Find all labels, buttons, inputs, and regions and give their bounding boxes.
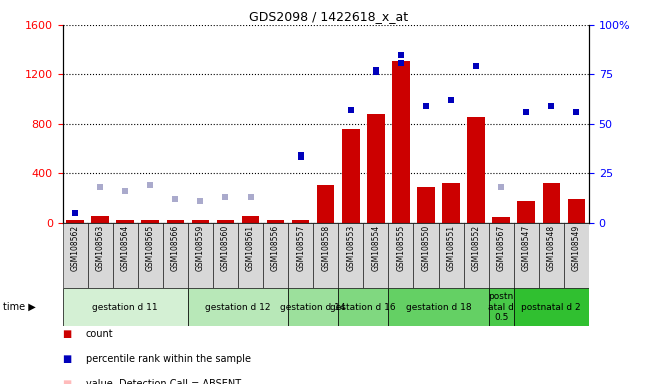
Bar	[313, 223, 338, 288]
Bar	[216, 220, 234, 223]
Bar	[492, 217, 510, 223]
Text: value, Detection Call = ABSENT: value, Detection Call = ABSENT	[86, 379, 241, 384]
Bar	[188, 223, 213, 288]
Text: GSM108558: GSM108558	[321, 225, 330, 271]
Text: ■: ■	[63, 379, 72, 384]
Bar	[166, 220, 184, 223]
Bar	[317, 185, 334, 223]
Bar	[367, 114, 385, 223]
Bar	[66, 220, 84, 223]
Bar	[413, 223, 438, 288]
Bar	[517, 201, 535, 223]
Bar	[116, 220, 134, 223]
Text: postn
atal d
0.5: postn atal d 0.5	[488, 292, 514, 322]
Bar	[467, 117, 485, 223]
Text: GSM108567: GSM108567	[497, 225, 506, 271]
Text: GSM108565: GSM108565	[145, 225, 155, 271]
Text: GSM108562: GSM108562	[70, 225, 80, 271]
Text: gestation d 11: gestation d 11	[92, 303, 158, 312]
Bar	[338, 288, 388, 326]
Text: ■: ■	[63, 354, 72, 364]
Bar	[417, 187, 435, 223]
Text: GSM108551: GSM108551	[447, 225, 455, 271]
Text: gestation d 18: gestation d 18	[406, 303, 471, 312]
Text: gestation d 14: gestation d 14	[280, 303, 346, 312]
Text: GSM108557: GSM108557	[296, 225, 305, 271]
Bar	[266, 220, 284, 223]
Text: GSM108563: GSM108563	[95, 225, 105, 271]
Text: GSM108548: GSM108548	[547, 225, 556, 271]
Text: GDS2098 / 1422618_x_at: GDS2098 / 1422618_x_at	[249, 10, 409, 23]
Text: GSM108556: GSM108556	[271, 225, 280, 271]
Bar	[363, 223, 388, 288]
Text: percentile rank within the sample: percentile rank within the sample	[86, 354, 251, 364]
Bar	[392, 61, 410, 223]
Bar	[63, 223, 88, 288]
Bar	[338, 223, 363, 288]
Bar	[342, 129, 359, 223]
Text: GSM108549: GSM108549	[572, 225, 581, 271]
Text: GSM108554: GSM108554	[371, 225, 380, 271]
Bar	[138, 223, 163, 288]
Text: GSM108560: GSM108560	[221, 225, 230, 271]
Text: GSM108547: GSM108547	[522, 225, 531, 271]
Bar	[514, 223, 539, 288]
Bar	[288, 288, 338, 326]
Bar	[543, 182, 560, 223]
Text: GSM108553: GSM108553	[346, 225, 355, 271]
Text: ■: ■	[63, 329, 72, 339]
Bar	[91, 216, 109, 223]
Bar	[63, 288, 188, 326]
Text: GSM108555: GSM108555	[396, 225, 405, 271]
Text: GSM108561: GSM108561	[246, 225, 255, 271]
Bar	[564, 223, 589, 288]
Bar	[568, 199, 585, 223]
Bar	[539, 223, 564, 288]
Text: GSM108550: GSM108550	[422, 225, 430, 271]
Bar	[191, 220, 209, 223]
Bar	[388, 288, 489, 326]
Text: GSM108559: GSM108559	[196, 225, 205, 271]
Text: GSM108566: GSM108566	[171, 225, 180, 271]
Bar	[88, 223, 113, 288]
Bar	[388, 223, 413, 288]
Text: time ▶: time ▶	[3, 302, 36, 312]
Bar	[141, 220, 159, 223]
Text: gestation d 16: gestation d 16	[330, 303, 396, 312]
Text: GSM108564: GSM108564	[120, 225, 130, 271]
Bar	[241, 216, 259, 223]
Bar	[489, 288, 514, 326]
Bar	[464, 223, 489, 288]
Bar	[163, 223, 188, 288]
Text: postnatal d 2: postnatal d 2	[522, 303, 581, 312]
Bar	[438, 223, 464, 288]
Bar	[113, 223, 138, 288]
Bar	[263, 223, 288, 288]
Bar	[288, 223, 313, 288]
Bar	[188, 288, 288, 326]
Text: count: count	[86, 329, 113, 339]
Bar	[292, 220, 309, 223]
Bar	[213, 223, 238, 288]
Bar	[489, 223, 514, 288]
Bar	[514, 288, 589, 326]
Text: gestation d 12: gestation d 12	[205, 303, 270, 312]
Bar	[442, 182, 460, 223]
Text: GSM108552: GSM108552	[472, 225, 480, 271]
Bar	[238, 223, 263, 288]
